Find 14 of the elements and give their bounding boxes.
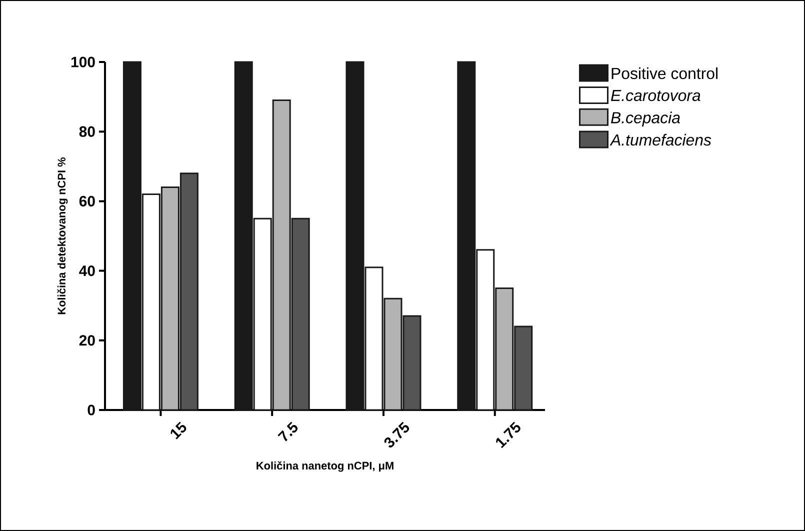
legend-label: Positive control [612,67,718,80]
y-tick-label: 100 [71,56,95,68]
x-tick-label: 7.5 [278,422,298,442]
y-tick-label: 40 [79,266,95,276]
y-tick-label: 0 [88,404,95,416]
x-axis-title: Količina nanetog nCPI, μM [256,461,394,472]
legend-label: E.carotovora [610,90,700,102]
y-tick-label: 80 [79,126,95,137]
legend-label: A.tumefaciens [610,134,712,146]
y-axis-title: Količina detektovanog nCPI % [57,157,68,314]
y-tick-label: 60 [79,196,95,206]
legend-label: B.cepacia [610,112,680,127]
x-tick-label: 15 [170,422,186,440]
y-tick-label: 20 [79,335,95,346]
